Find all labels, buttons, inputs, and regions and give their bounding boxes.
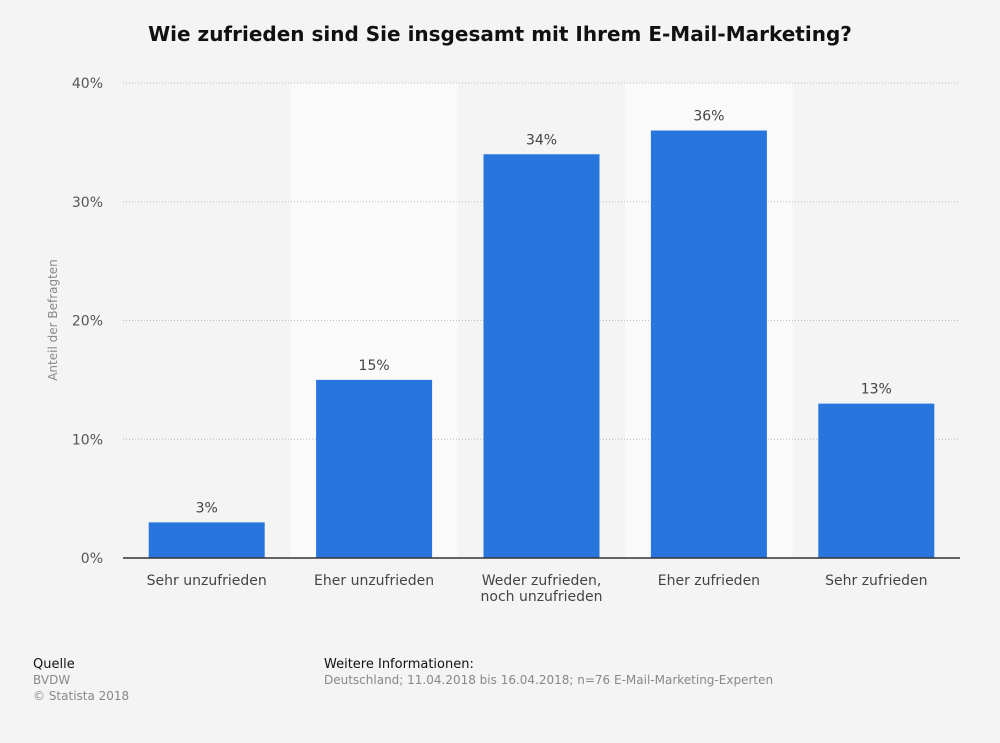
x-category-label: Weder zufrieden, xyxy=(482,573,602,589)
bar-value-label: 34% xyxy=(526,132,557,148)
bar-value-label: 13% xyxy=(861,382,892,398)
bar-chart: 0% 10% 20% 30% 40% Anteil der Befragten 3% Sehr… xyxy=(46,76,960,605)
info-text: Deutschland; 11.04.2018 bis 16.04.2018; … xyxy=(324,673,774,687)
chart-title: Wie zufrieden sind Sie insgesamt mit Ihr… xyxy=(148,22,852,46)
source-heading: Quelle xyxy=(33,657,75,672)
x-category-label: noch unzufrieden xyxy=(481,589,603,605)
bar-value-label: 36% xyxy=(693,109,724,125)
bar xyxy=(148,522,265,558)
x-category-label: Eher zufrieden xyxy=(658,573,760,589)
y-tick-label: 10% xyxy=(72,432,103,448)
y-tick-label: 40% xyxy=(72,76,103,92)
info-block: Weitere Informationen: Deutschland; 11.0… xyxy=(324,657,773,688)
y-axis-label: Anteil der Befragten xyxy=(46,259,60,381)
bar-value-label: 3% xyxy=(196,500,218,516)
copyright: © Statista 2018 xyxy=(33,689,130,703)
x-category-label: Eher unzufrieden xyxy=(314,573,434,589)
bar xyxy=(818,403,935,558)
source-block: Quelle BVDW © Statista 2018 xyxy=(33,657,129,704)
x-category-label: Sehr zufrieden xyxy=(825,573,927,589)
bar xyxy=(483,154,600,558)
bar xyxy=(650,130,767,558)
x-category-label: Sehr unzufrieden xyxy=(147,573,267,589)
y-tick-label: 20% xyxy=(72,314,103,330)
source-name: BVDW xyxy=(33,673,71,687)
y-tick-label: 30% xyxy=(72,195,103,211)
info-heading: Weitere Informationen: xyxy=(324,657,474,672)
bar-value-label: 15% xyxy=(359,358,390,374)
bar xyxy=(316,379,433,558)
y-tick-label: 0% xyxy=(81,551,103,567)
